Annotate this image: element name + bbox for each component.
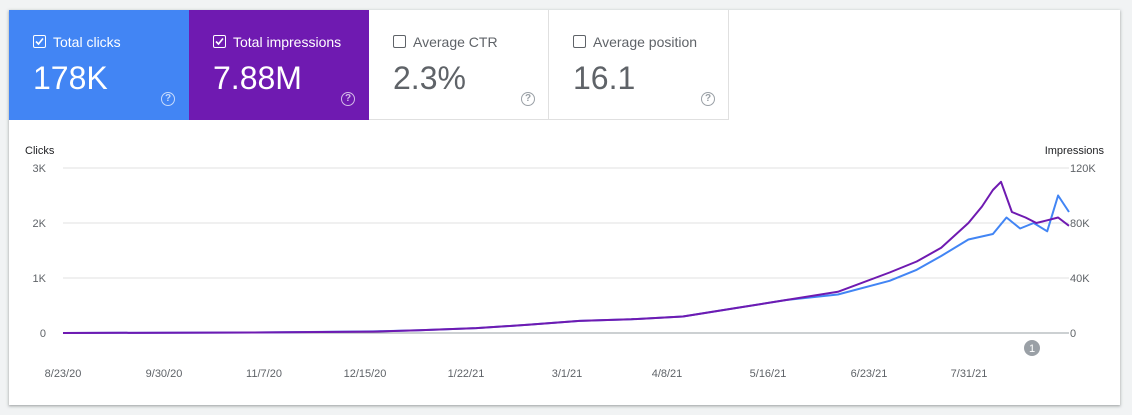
series-line-clicks[interactable] xyxy=(62,194,1070,334)
annotation-badge-label: 1 xyxy=(1029,343,1035,355)
metric-label: Total clicks xyxy=(53,34,121,50)
x-tick-label: 12/15/20 xyxy=(344,368,387,380)
metric-label: Average CTR xyxy=(413,34,498,50)
y-left-tick-label: 1K xyxy=(33,273,47,285)
metric-value: 178K xyxy=(33,60,108,96)
x-tick-label: 1/22/21 xyxy=(448,368,485,380)
y-left-tick-label: 2K xyxy=(33,218,47,230)
y-axis-right-title: Impressions xyxy=(1045,145,1105,157)
y-left-tick-label: 0 xyxy=(40,328,46,340)
metric-value: 7.88M xyxy=(213,60,302,96)
performance-panel: Total clicks 178K ? Total impressions 7.… xyxy=(9,10,1120,405)
checkbox-unchecked-icon[interactable] xyxy=(393,35,406,48)
y-right-tick-label: 0 xyxy=(1070,328,1076,340)
metric-cards: Total clicks 178K ? Total impressions 7.… xyxy=(9,10,729,120)
checkbox-checked-icon[interactable] xyxy=(33,35,46,48)
x-tick-label: 4/8/21 xyxy=(652,368,683,380)
y-right-tick-label: 80K xyxy=(1070,218,1090,230)
metric-card-average-ctr[interactable]: Average CTR 2.3% ? xyxy=(369,10,549,120)
y-right-tick-label: 40K xyxy=(1070,273,1090,285)
metric-card-average-position[interactable]: Average position 16.1 ? xyxy=(549,10,729,120)
y-right-tick-label: 120K xyxy=(1070,163,1096,175)
y-axis-left-title: Clicks xyxy=(25,145,55,157)
x-tick-label: 7/31/21 xyxy=(951,368,988,380)
help-icon[interactable]: ? xyxy=(341,92,355,106)
x-tick-label: 5/16/21 xyxy=(750,368,787,380)
x-tick-label: 11/7/20 xyxy=(246,368,282,380)
metric-label: Average position xyxy=(593,34,698,50)
x-tick-label: 3/1/21 xyxy=(552,368,583,380)
metric-card-total-clicks[interactable]: Total clicks 178K ? xyxy=(9,10,189,120)
x-tick-label: 8/23/20 xyxy=(45,368,82,380)
annotation-marker[interactable]: 1 xyxy=(1024,340,1040,356)
help-icon[interactable]: ? xyxy=(521,92,535,106)
x-tick-label: 9/30/20 xyxy=(146,368,183,380)
y-left-tick-label: 3K xyxy=(33,163,47,175)
checkbox-unchecked-icon[interactable] xyxy=(573,35,586,48)
metric-card-total-impressions[interactable]: Total impressions 7.88M ? xyxy=(189,10,369,120)
performance-chart: Clicks Impressions 0 0 1K 40K 2K 80K 3K 120K 8/2… xyxy=(25,145,1105,380)
checkbox-checked-icon[interactable] xyxy=(213,35,226,48)
metric-value: 16.1 xyxy=(573,60,636,96)
metric-value: 2.3% xyxy=(393,60,466,96)
help-icon[interactable]: ? xyxy=(161,92,175,106)
x-tick-label: 6/23/21 xyxy=(851,368,888,380)
metric-label: Total impressions xyxy=(233,34,342,50)
series-line-impressions[interactable] xyxy=(62,180,1070,334)
help-icon[interactable]: ? xyxy=(701,92,715,106)
